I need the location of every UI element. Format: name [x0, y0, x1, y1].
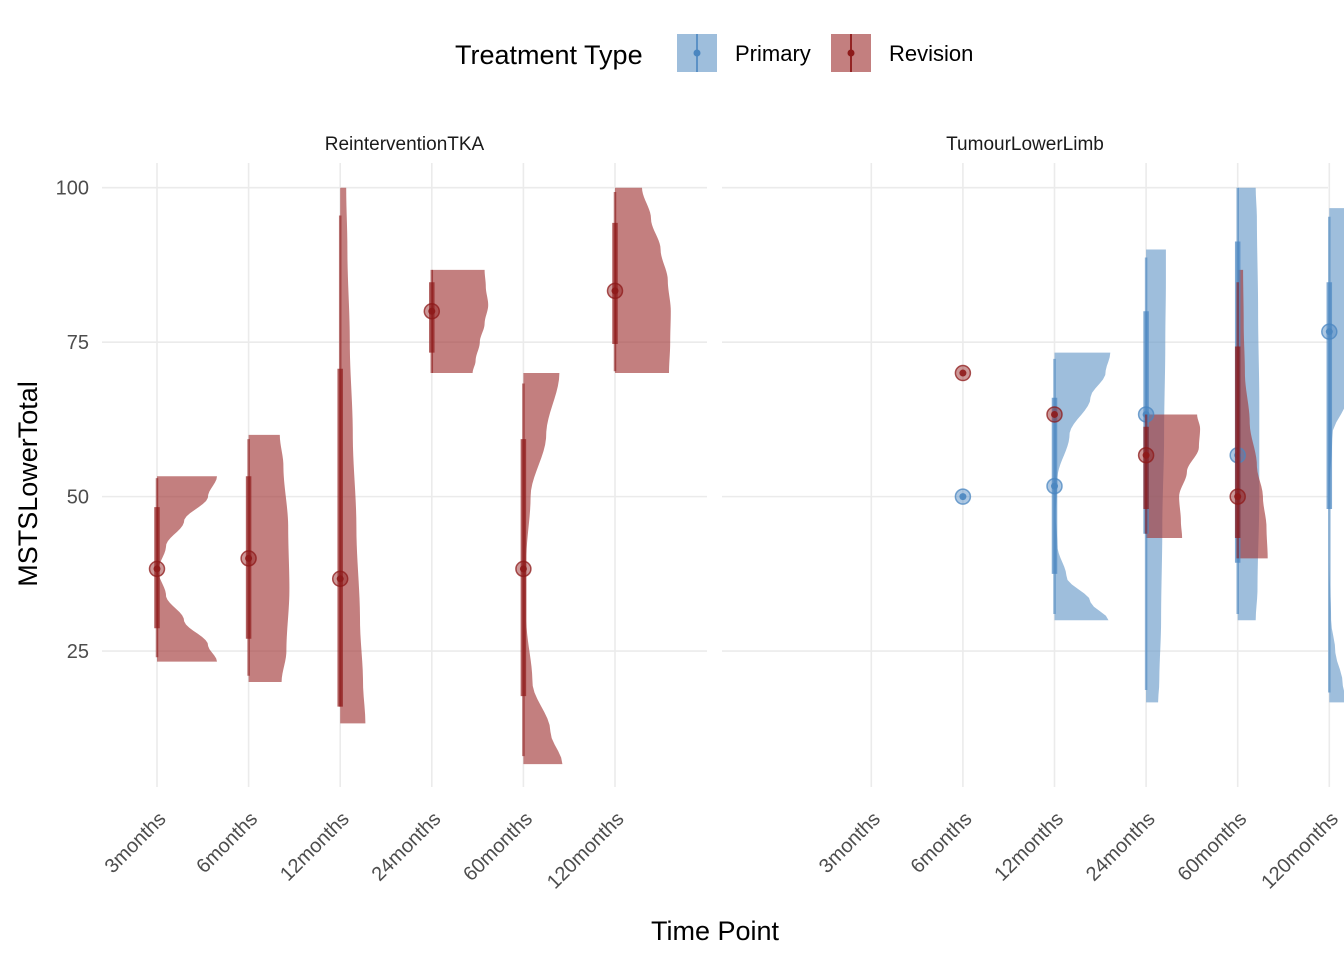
violin-revision-24months: [1146, 414, 1201, 539]
median-dot-revision-24months: [1142, 451, 1150, 459]
median-dot-primary-6months: [959, 493, 967, 501]
median-dot-revision-3months: [153, 565, 161, 573]
median-dot-primary-120months: [1325, 328, 1333, 336]
x-tick-label: 60months: [459, 808, 537, 886]
median-dot-revision-12months: [336, 575, 344, 583]
y-tick-label: 75: [67, 332, 89, 354]
x-tick-label: 60months: [1174, 808, 1252, 886]
legend-item-revision[interactable]: Revision: [831, 34, 973, 72]
panel-title: TumourLowerLimb: [946, 134, 1104, 155]
x-tick-label: 12months: [990, 808, 1068, 886]
median-dot-primary-12months: [1051, 482, 1058, 490]
y-tick-label: 100: [56, 178, 89, 200]
x-axis-title: Time Point: [651, 916, 780, 946]
violin-revision-6months: [248, 434, 290, 682]
violin-revision-24months: [431, 269, 489, 374]
x-tick-label: 24months: [1082, 808, 1160, 886]
legend-item-primary[interactable]: Primary: [677, 34, 811, 72]
panel-1: ReinterventionTKA 25 50 75 100 3months 6months…: [56, 134, 707, 894]
violin-revision-120months: [615, 187, 671, 374]
median-dot-revision-60months: [519, 565, 527, 573]
median-dot-revision-120months: [611, 287, 619, 295]
violin-primary-120months: [1329, 208, 1344, 703]
x-tick-label: 3months: [815, 808, 885, 878]
panel-2: TumourLowerLimb 3months 6months 12months 24m…: [722, 134, 1344, 894]
legend-title: Treatment Type: [455, 40, 643, 70]
median-dot-revision-12months: [1051, 410, 1058, 418]
median-dot-revision-6months: [245, 554, 253, 562]
y-axis-title: MSTSLowerTotal: [13, 381, 43, 587]
median-dot-revision-24months: [428, 307, 436, 315]
plot-area: ReinterventionTKA 25 50 75 100 3months 6months…: [56, 134, 1344, 894]
x-tick-label: 3months: [101, 808, 171, 878]
legend-key-revision-point: [847, 49, 855, 57]
y-tick-label: 50: [67, 487, 89, 509]
x-tick-label: 120months: [1257, 808, 1343, 894]
violin-revision-60months: [523, 373, 563, 765]
violin-revision-12months: [340, 187, 366, 724]
median-dot-revision-6months: [959, 369, 967, 377]
x-tick-label: 24months: [368, 808, 446, 886]
x-tick-label: 6months: [907, 808, 977, 878]
median-dot-revision-60months: [1234, 493, 1242, 501]
violin-revision-3months: [157, 476, 217, 662]
legend: Treatment Type Primary Revision: [455, 34, 973, 72]
legend-label-primary: Primary: [735, 41, 811, 66]
x-tick-label: 6months: [192, 808, 262, 878]
legend-label-revision: Revision: [889, 41, 973, 66]
violin-primary-12months: [1054, 352, 1111, 621]
y-tick-label: 25: [67, 641, 89, 663]
violin-revision-60months: [1237, 269, 1268, 559]
x-tick-label: 120months: [543, 808, 629, 894]
x-tick-label: 12months: [276, 808, 354, 886]
panel-title: ReinterventionTKA: [325, 134, 485, 155]
legend-key-primary-point: [693, 49, 701, 57]
